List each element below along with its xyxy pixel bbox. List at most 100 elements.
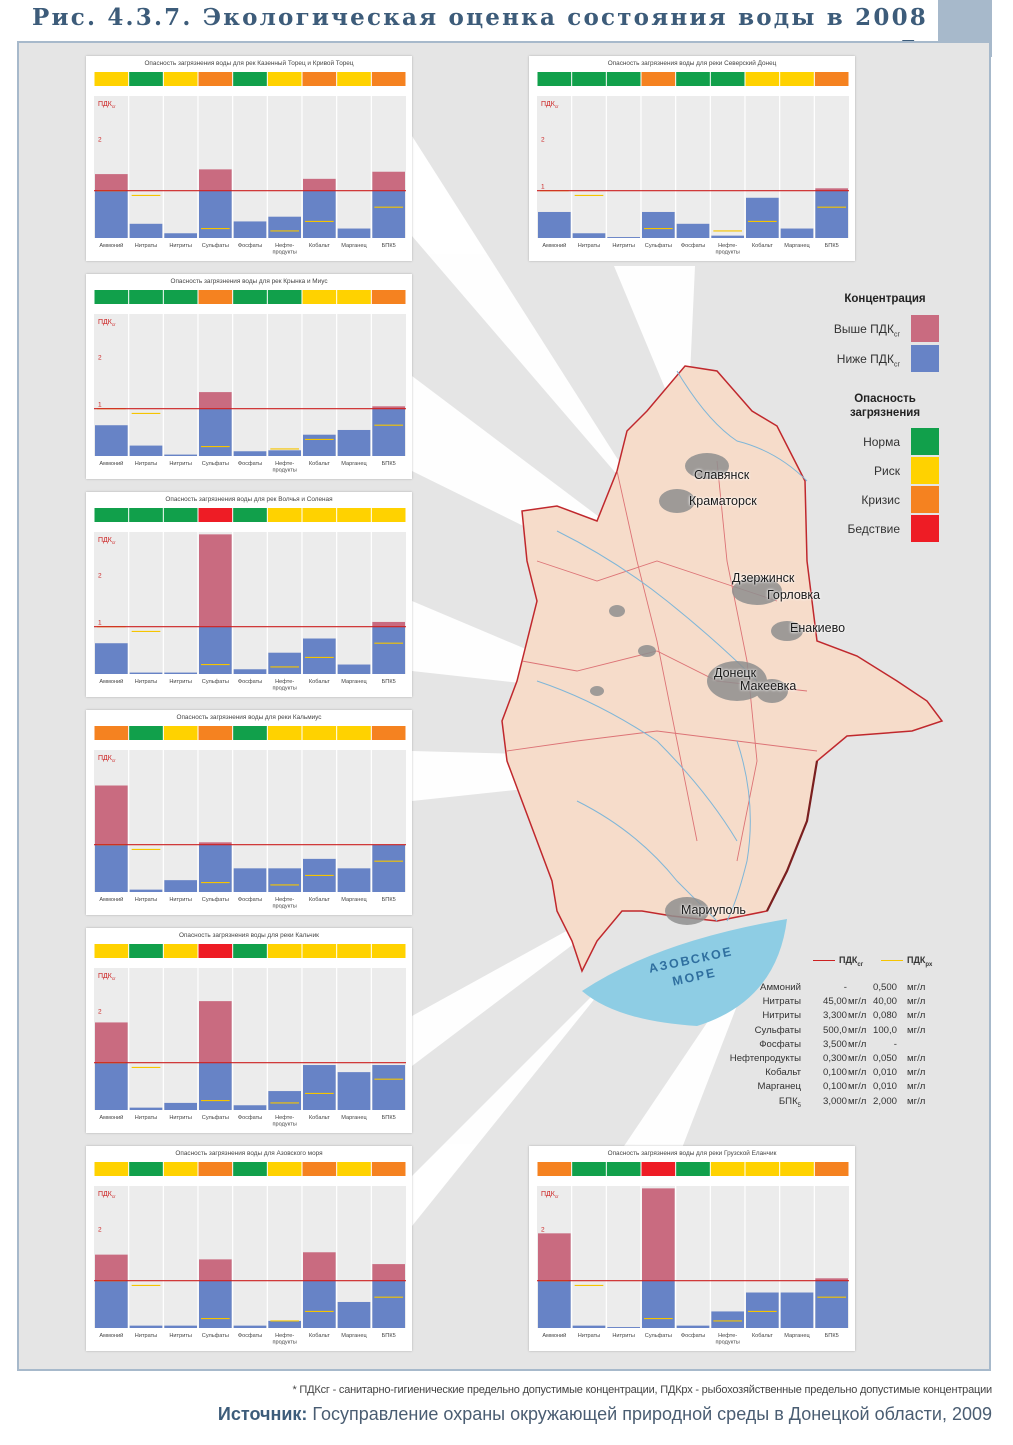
city-label: Енакиево	[790, 621, 846, 635]
chart-title: Опасность загрязнения воды для Азовского…	[175, 1150, 323, 1157]
threshold-rh-unit: мг/л	[907, 1095, 926, 1107]
danger-cell	[129, 944, 163, 958]
y-axis-label: ПДКсг	[541, 1191, 559, 1199]
bar-below-pdk	[572, 233, 606, 238]
region-map	[412, 136, 944, 1226]
pdk-sg-line-sample	[813, 960, 835, 962]
bar-below-pdk	[129, 672, 163, 674]
danger-cell	[233, 290, 267, 304]
threshold-sg: 3,300	[822, 1010, 847, 1022]
chart-panel: Опасность загрязнения воды для рек Крынк…	[86, 274, 412, 479]
bar-below-pdk	[372, 408, 405, 456]
danger-cell	[233, 72, 267, 86]
y-axis-label-sub: сг	[112, 540, 116, 545]
bar-below-pdk	[129, 1107, 163, 1110]
category-label: Нефте-продукты	[273, 1333, 297, 1346]
threshold-name: БПК5	[778, 1095, 801, 1109]
category-label: Сульфаты	[202, 897, 229, 903]
category-label: Кобальт	[309, 461, 330, 467]
category-label: Нитраты	[578, 243, 600, 249]
y-tick-label: 1	[541, 184, 545, 191]
bar-below-pdk	[337, 868, 371, 892]
danger-cell	[233, 1162, 267, 1176]
y-axis-label-sub: сг	[112, 104, 116, 109]
bar-below-pdk	[233, 1325, 267, 1328]
danger-cell	[537, 72, 572, 86]
category-label: Нефте-продукты	[273, 243, 297, 256]
chart-panel: Опасность загрязнения воды для рек Волчь…	[86, 492, 412, 697]
threshold-rh: 0,010	[872, 1067, 897, 1079]
category-label: Фосфаты	[238, 461, 262, 467]
bar-below-pdk	[337, 228, 371, 238]
threshold-sg-unit: мг/л	[848, 1067, 867, 1079]
danger-cell	[129, 508, 163, 522]
threshold-rh-unit: мг/л	[907, 1053, 926, 1064]
state-border	[766, 760, 819, 912]
y-axis-label: ПДКсг	[98, 319, 116, 327]
threshold-name: Кобальт	[765, 1067, 801, 1079]
y-tick-label: 2	[98, 1008, 102, 1015]
y-tick-label: 2	[98, 1226, 102, 1233]
threshold-rh: -	[893, 1038, 897, 1050]
legend-level-label: Кризис	[861, 493, 900, 507]
bar-below-pdk	[372, 1280, 405, 1328]
threshold-name: Нефтепродукты	[729, 1053, 801, 1064]
danger-cell	[94, 726, 129, 740]
bar-above-pdk	[199, 1001, 232, 1063]
bar-below-pdk	[372, 626, 405, 674]
bar-below-pdk	[95, 1280, 128, 1328]
threshold-row: Кобальт 0,100 мг/л 0,010 мг/л	[735, 1067, 935, 1081]
legend-level-swatch	[911, 457, 939, 484]
bar-below-pdk	[233, 669, 267, 674]
threshold-row: Аммоний - 0,500 мг/л	[735, 982, 935, 996]
bar-below-pdk	[164, 1102, 197, 1110]
threshold-rh-unit: мг/л	[907, 1024, 926, 1036]
chart-panel: Опасность загрязнения воды для реки Груз…	[529, 1146, 855, 1351]
category-label: Кобальт	[309, 679, 330, 685]
bar-below-pdk	[372, 1065, 405, 1110]
category-label: Кобальт	[752, 1333, 773, 1339]
bar-below-pdk	[95, 1062, 128, 1110]
chart-svg: ПДКсг12АммонийНитратыНитритыСульфатыФосф…	[537, 1162, 849, 1346]
bar-above-pdk	[538, 1233, 571, 1281]
bar-below-pdk	[164, 1325, 197, 1328]
legend-level-label: Норма	[863, 435, 900, 449]
threshold-row: Нитраты 45,00 мг/л 40,00 мг/л	[735, 996, 935, 1010]
threshold-rh-unit: мг/л	[907, 982, 926, 993]
bar-below-pdk	[268, 1320, 301, 1328]
bar-above-pdk	[95, 1254, 128, 1281]
category-label: Фосфаты	[681, 243, 705, 249]
bar-below-pdk	[129, 1325, 163, 1328]
danger-cell	[267, 508, 302, 522]
threshold-sg-unit: мг/л	[848, 996, 867, 1008]
threshold-rh: 0,050	[872, 1053, 897, 1064]
category-label: Сульфаты	[202, 1333, 229, 1339]
chart-title: Опасность загрязнения воды для реки Каль…	[179, 932, 319, 939]
chart-svg: ПДКсг12АммонийНитратыНитритыСульфатыФосф…	[94, 1162, 406, 1346]
bar-below-pdk	[303, 638, 336, 674]
city-label: Дзержинск	[732, 571, 795, 585]
category-label: Кобальт	[309, 1115, 330, 1121]
bar-above-pdk	[199, 842, 232, 845]
category-label: Нитриты	[169, 243, 192, 249]
category-label: Марганец	[784, 1333, 810, 1339]
y-axis-label-sub: сг	[112, 758, 116, 763]
y-tick-label: 2	[541, 136, 545, 143]
bar-below-pdk	[676, 223, 710, 238]
bar-above-pdk	[372, 171, 405, 191]
threshold-name: Фосфаты	[759, 1038, 801, 1050]
danger-cell	[337, 72, 371, 86]
city-label: Донецк	[714, 666, 757, 680]
bar-below-pdk	[780, 1292, 814, 1328]
category-label: Марганец	[341, 679, 367, 685]
threshold-name: Марганец	[757, 1081, 801, 1093]
bar-below-pdk	[815, 190, 848, 238]
bar-below-pdk	[199, 190, 232, 238]
bar-below-pdk	[95, 425, 128, 456]
bar-below-pdk	[711, 1311, 744, 1328]
threshold-row: Сульфаты 500,0 мг/л 100,0 мг/л	[735, 1025, 935, 1039]
danger-cell	[302, 290, 337, 304]
danger-cell	[267, 726, 302, 740]
bar-below-pdk	[95, 844, 128, 892]
